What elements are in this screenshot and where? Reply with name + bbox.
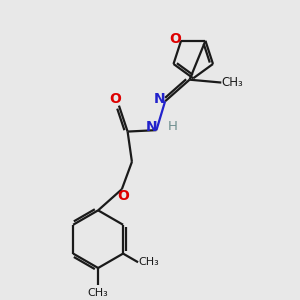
Text: O: O [117,189,129,202]
Text: N: N [146,120,157,134]
Text: N: N [154,92,166,106]
Text: O: O [169,32,181,46]
Text: CH₃: CH₃ [88,287,109,298]
Text: CH₃: CH₃ [221,76,243,89]
Text: O: O [110,92,122,106]
Text: H: H [167,120,177,133]
Text: CH₃: CH₃ [139,257,159,267]
